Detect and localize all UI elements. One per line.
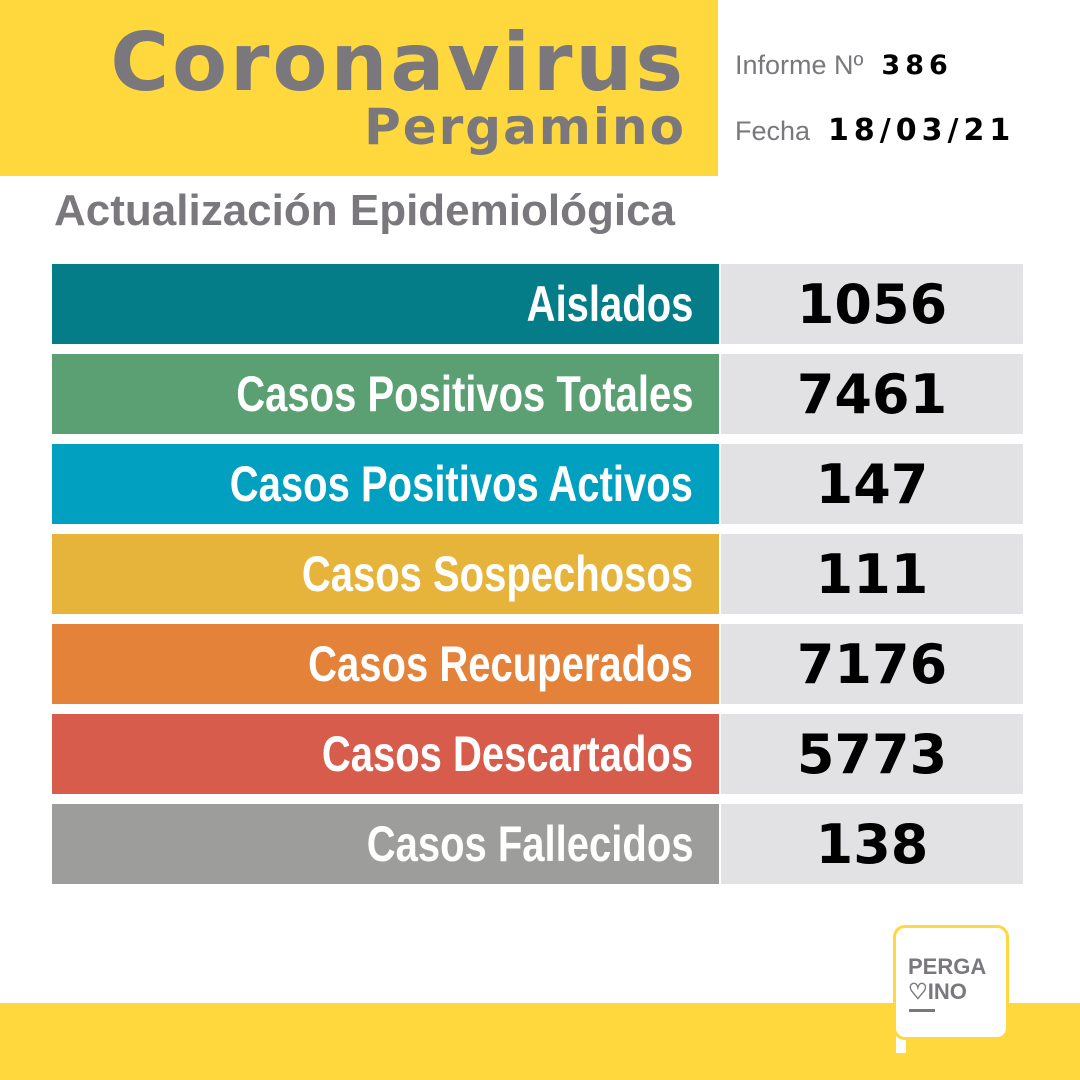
stat-value: 1056: [721, 264, 1023, 344]
stat-label: Casos Fallecidos: [366, 816, 693, 872]
stat-row: Casos Positivos Activos 147: [52, 444, 1023, 524]
stat-label-box: Casos Positivos Totales: [52, 354, 719, 434]
stat-row: Casos Positivos Totales 7461: [52, 354, 1023, 434]
stat-label-box: Casos Descartados: [52, 714, 719, 794]
report-label: Informe Nº: [735, 50, 864, 80]
stat-label: Casos Descartados: [321, 726, 693, 782]
stat-row: Aislados 1056: [52, 264, 1023, 344]
stat-label-box: Aislados: [52, 264, 719, 344]
stat-row: Casos Descartados 5773: [52, 714, 1023, 794]
stat-label: Casos Positivos Activos: [229, 456, 693, 512]
stat-value: 111: [721, 534, 1023, 614]
stat-label: Casos Sospechosos: [301, 546, 693, 602]
stat-label-box: Casos Recuperados: [52, 624, 719, 704]
stat-label: Casos Positivos Totales: [235, 366, 693, 422]
report-value: 386: [881, 50, 953, 81]
stat-label-box: Casos Sospechosos: [52, 534, 719, 614]
logo-bar: [909, 1009, 935, 1012]
date-label: Fecha: [735, 116, 811, 146]
stat-value: 5773: [721, 714, 1023, 794]
stat-row: Casos Recuperados 7176: [52, 624, 1023, 704]
report-number: Informe Nº 386: [735, 50, 953, 81]
stat-value: 7461: [721, 354, 1023, 434]
stat-label: Aislados: [526, 276, 693, 332]
stat-row: Casos Fallecidos 138: [52, 804, 1023, 884]
stat-row: Casos Sospechosos 111: [52, 534, 1023, 614]
report-date: Fecha 18/03/21: [735, 113, 1015, 148]
stat-label-box: Casos Fallecidos: [52, 804, 719, 884]
logo-line2: ♡INO: [908, 979, 967, 1004]
title: Coronavirus: [110, 16, 686, 109]
logo-line1: PERGA: [908, 954, 987, 979]
subtitle: Pergamino: [364, 98, 686, 156]
stat-label-box: Casos Positivos Activos: [52, 444, 719, 524]
stat-value: 138: [721, 804, 1023, 884]
section-title: Actualización Epidemiológica: [54, 186, 676, 235]
stat-value: 7176: [721, 624, 1023, 704]
stat-value: 147: [721, 444, 1023, 524]
header-banner: Coronavirus Pergamino: [0, 0, 718, 176]
date-value: 18/03/21: [828, 113, 1016, 148]
stat-label: Casos Recuperados: [308, 636, 693, 692]
pergamino-logo: PERGA ♡INO: [893, 925, 1009, 1040]
